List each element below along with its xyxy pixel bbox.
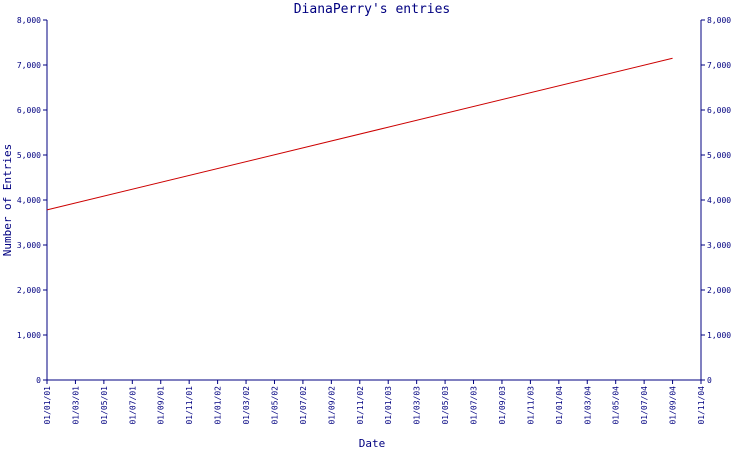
y-tick-label-left: 7,000 [17,61,41,70]
y-tick-label-left: 2,000 [17,286,41,295]
y-tick-label-right: 6,000 [707,106,731,115]
x-tick-label: 01/01/02 [214,386,223,425]
x-tick-label: 01/01/01 [43,386,52,425]
y-tick-label-right: 3,000 [707,241,731,250]
right-y-ticks: 0 1,000 2,000 3,000 4,000 5,000 6,000 7,000 8,00… [701,16,731,385]
x-tick-label: 01/07/01 [128,386,137,425]
y-tick-label-left: 3,000 [17,241,41,250]
y-tick-label-left: 1,000 [17,331,41,340]
y-tick-label-left: 4,000 [17,196,41,205]
y-tick-label-left: 5,000 [17,151,41,160]
chart-title: DianaPerry's entries [294,2,451,17]
y-tick-label-left: 0 [36,376,41,385]
x-tick-label: 01/05/02 [270,386,279,425]
x-tick-label: 01/03/02 [242,386,251,425]
x-ticks: 01/01/01 01/03/01 01/05/01 01/07/01 01/09/01… [43,380,706,425]
x-tick-label: 01/07/03 [470,386,479,425]
x-tick-label: 01/01/04 [555,386,564,425]
x-tick-label: 01/11/01 [185,386,194,425]
x-tick-label: 01/05/01 [100,386,109,425]
x-tick-label: 01/11/04 [697,386,706,425]
x-tick-label: 01/09/03 [498,386,507,425]
x-tick-label: 01/09/02 [327,386,336,425]
x-tick-label: 01/09/04 [669,386,678,425]
x-tick-label: 01/03/04 [583,386,592,425]
x-tick-label: 01/11/03 [526,386,535,425]
y-axis-label: Number of Entries [1,144,14,257]
y-tick-label-left: 6,000 [17,106,41,115]
series-line [46,57,673,211]
x-tick-label: 01/05/04 [612,386,621,425]
x-tick-label: 01/11/02 [356,386,365,425]
y-tick-label-right: 2,000 [707,286,731,295]
left-y-ticks: 0 1,000 2,000 3,000 4,000 5,000 6,000 7,000 8,00… [17,16,47,385]
x-axis-label: Date [359,437,386,450]
x-tick-label: 01/07/02 [299,386,308,425]
x-tick-label: 01/05/03 [441,386,450,425]
x-tick-label: 01/03/03 [413,386,422,425]
x-tick-label: 01/03/01 [71,386,80,425]
y-tick-label-right: 5,000 [707,151,731,160]
x-tick-label: 01/09/01 [157,386,166,425]
y-tick-label-right: 1,000 [707,331,731,340]
y-tick-label-right: 0 [707,376,712,385]
y-tick-label-right: 7,000 [707,61,731,70]
y-tick-label-left: 8,000 [17,16,41,25]
y-tick-label-right: 4,000 [707,196,731,205]
y-tick-label-right: 8,000 [707,16,731,25]
x-tick-label: 01/07/04 [640,386,649,425]
x-tick-label: 01/01/03 [384,386,393,425]
series-group [46,57,673,211]
